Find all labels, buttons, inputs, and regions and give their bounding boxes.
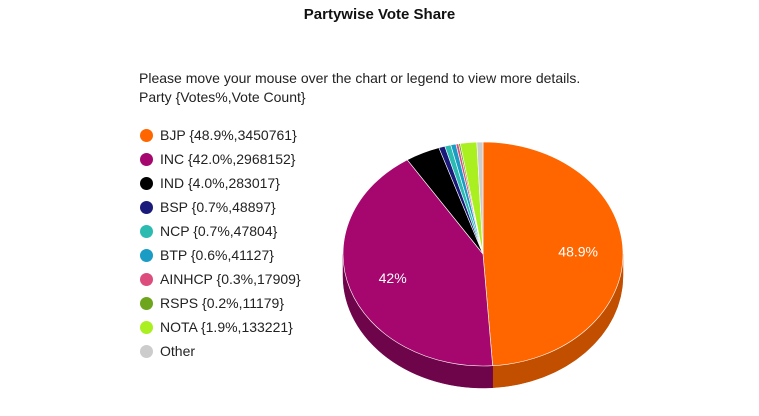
legend-label: RSPS {0.2%,11179} xyxy=(160,295,285,311)
legend-label: IND {4.0%,283017} xyxy=(160,175,280,191)
pie-slice-bjp[interactable] xyxy=(482,141,624,367)
legend-item-other[interactable]: Other xyxy=(140,339,301,363)
pie-slice-other[interactable] xyxy=(476,141,484,255)
legend-swatch xyxy=(140,296,153,310)
legend-swatch xyxy=(140,224,153,238)
legend-item-btp[interactable]: BTP {0.6%,41127} xyxy=(140,243,301,267)
legend-item-bjp[interactable]: BJP {48.9%,3450761} xyxy=(140,123,301,147)
legend-label: BTP {0.6%,41127} xyxy=(160,247,274,263)
data-label-bjp: 48.9% xyxy=(558,243,598,259)
legend-swatch xyxy=(140,272,153,286)
legend-item-ainhcp[interactable]: AINHCP {0.3%,17909} xyxy=(140,267,301,291)
pie-slice-inc[interactable] xyxy=(342,159,493,367)
legend-swatch xyxy=(140,176,153,190)
legend-item-nota[interactable]: NOTA {1.9%,133221} xyxy=(140,315,301,339)
legend-label: INC {42.0%,2968152} xyxy=(160,151,296,167)
legend-swatch xyxy=(140,344,153,358)
instructions-text: Please move your mouse over the chart or… xyxy=(139,70,581,86)
legend-label: Other xyxy=(160,343,196,359)
chart-legend: BJP {48.9%,3450761} INC {42.0%,2968152} … xyxy=(140,123,301,363)
legend-swatch xyxy=(140,320,153,334)
chart-instructions: Please move your mouse over the chart or… xyxy=(139,69,580,107)
legend-item-ind[interactable]: IND {4.0%,283017} xyxy=(140,171,301,195)
legend-swatch xyxy=(140,200,153,214)
legend-label: BJP {48.9%,3450761} xyxy=(160,127,297,143)
legend-format-note: Party {Votes%,Vote Count} xyxy=(139,89,306,105)
legend-swatch xyxy=(140,128,153,142)
legend-item-bsp[interactable]: BSP {0.7%,48897} xyxy=(140,195,301,219)
legend-item-ncp[interactable]: NCP {0.7%,47804} xyxy=(140,219,301,243)
legend-label: NOTA {1.9%,133221} xyxy=(160,319,293,335)
chart-title: Partywise Vote Share xyxy=(303,6,456,23)
legend-label: BSP {0.7%,48897} xyxy=(160,199,276,215)
legend-item-inc[interactable]: INC {42.0%,2968152} xyxy=(140,147,301,171)
legend-swatch xyxy=(140,152,153,166)
legend-label: AINHCP {0.3%,17909} xyxy=(160,271,301,287)
data-label-inc: 42% xyxy=(379,270,407,286)
legend-swatch xyxy=(140,248,153,262)
legend-label: NCP {0.7%,47804} xyxy=(160,223,278,239)
legend-item-rsps[interactable]: RSPS {0.2%,11179} xyxy=(140,291,301,315)
